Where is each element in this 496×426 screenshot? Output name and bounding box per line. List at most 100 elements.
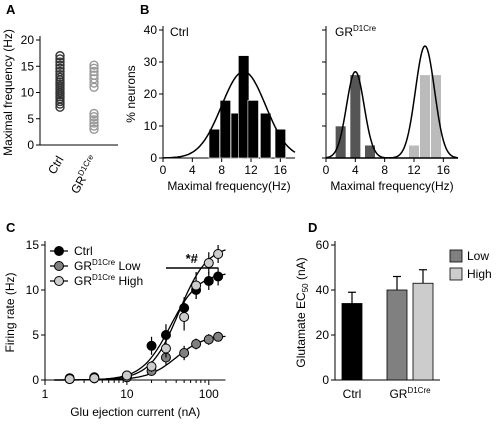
a-data-point [55,60,65,70]
d-y-tick-label: 60 [316,238,330,252]
a-data-point [89,121,99,131]
b-ctrl-bar [219,100,231,159]
d-category-label: GRD1Cre [389,386,431,401]
c-data-point [203,258,214,268]
a-data-point [55,69,65,80]
b-ctrl-x-tick-label: 4 [189,163,196,177]
a-data-point [55,66,65,77]
a-data-point [89,118,99,128]
a-data-point [55,51,65,61]
b-ctrl-y-tick-label: 20 [144,87,158,101]
c-data-point [213,331,224,342]
a-data-point [55,72,65,82]
c-x-tick-label: 10 [120,387,134,401]
c-data-point [160,343,171,354]
b-ctrl-bar [247,100,259,159]
c-data-point [121,370,132,381]
c-x-axis-label: Glu ejection current (nA) [70,405,200,419]
c-legend-marker [54,246,64,256]
a-category-label: Ctrl [45,154,66,177]
d-legend-swatch [449,267,463,281]
b-ctrl-y-tick-label: 10 [144,119,158,133]
b-gr-x-tick-label: 12 [407,163,421,177]
b-ctrl-x-tick-label: 12 [244,163,258,177]
c-data-point [203,276,214,286]
d-y-tick-label: 20 [316,328,330,342]
c-legend-marker [54,261,64,271]
c-data-point [89,373,100,384]
c-legend-label: GRD1Cre High [74,273,143,288]
c-significance-marker: *# [186,251,199,266]
a-data-point [55,54,65,64]
c-data-point [146,340,157,351]
b-gr-bar [430,74,442,159]
panel-label-a: A [6,2,16,17]
a-category-label: GRD1Cre [67,153,101,197]
b-gr-fit-curve [326,45,459,159]
a-data-point [89,124,99,134]
c-data-point [213,271,224,282]
c-data-point [203,334,214,345]
panel-label-b: B [140,2,149,17]
d-bar [386,289,408,381]
b-gr-title: GRD1Cre [335,24,377,39]
b-ctrl-x-tick-label: 8 [218,163,225,177]
b-gr-bar [408,144,420,159]
a-y-axis-label: Maximal frequency (Hz) [1,29,15,156]
b-ctrl-y-axis-label: % neurons [124,65,138,122]
c-legend-label: Ctrl [74,244,93,258]
a-data-point [89,111,99,122]
c-y-tick-label: 0 [32,373,39,387]
a-data-point [55,57,65,67]
b-ctrl-y-tick-label: 40 [144,23,158,37]
c-fit-curve [54,249,226,381]
a-data-point [89,70,99,80]
b-ctrl-y-tick-label: 30 [144,55,158,69]
c-data-point [64,374,75,385]
d-bar [412,282,434,381]
panel-label-c: C [6,220,16,235]
b-ctrl-y-tick-label: 0 [150,151,157,165]
c-data-point [179,348,190,358]
b-gr-x-axis-label: Maximal frequency(Hz) [330,179,453,193]
panel-label-d: D [308,220,317,235]
b-ctrl-bar [274,128,286,159]
a-y-tick-label: 0 [27,138,34,152]
d-bar [341,303,363,381]
c-data-point [191,339,202,349]
d-legend-label: High [467,267,492,281]
a-data-point [55,96,65,107]
a-y-tick-label: 20 [21,33,35,47]
c-data-point [213,249,224,259]
a-data-point [55,63,65,74]
b-ctrl-fit-curve [163,70,296,159]
c-y-tick-label: 5 [32,328,39,342]
b-ctrl-x-tick-label: 0 [160,163,167,177]
b-gr-bar [335,125,347,159]
c-y-tick-label: 15 [26,238,40,252]
a-data-point [89,108,99,119]
b-ctrl-x-axis-label: Maximal frequency(Hz) [167,179,290,193]
b-gr-x-tick-label: 0 [323,163,330,177]
a-data-point [89,60,99,70]
b-ctrl-title: Ctrl [170,25,189,39]
a-data-point [89,115,99,125]
c-data-point [146,361,157,372]
b-gr-bar [419,74,431,159]
d-category-label: Ctrl [343,387,362,401]
d-y-tick-label: 0 [322,373,329,387]
d-legend-label: Low [467,249,489,263]
c-data-point [179,312,190,322]
c-x-tick-label: 1 [42,387,49,401]
d-y-tick-label: 40 [316,283,330,297]
c-legend-label: GRD1Cre Low [74,258,141,273]
d-y-axis-label: Glutamate EC50 (nA) [294,257,310,367]
a-y-tick-label: 5 [27,112,34,126]
b-ctrl-bar [260,112,272,159]
a-y-tick-label: 10 [21,86,35,100]
b-gr-bar [349,74,361,159]
b-gr-x-tick-label: 4 [352,163,359,177]
b-gr-x-tick-label: 16 [437,163,451,177]
